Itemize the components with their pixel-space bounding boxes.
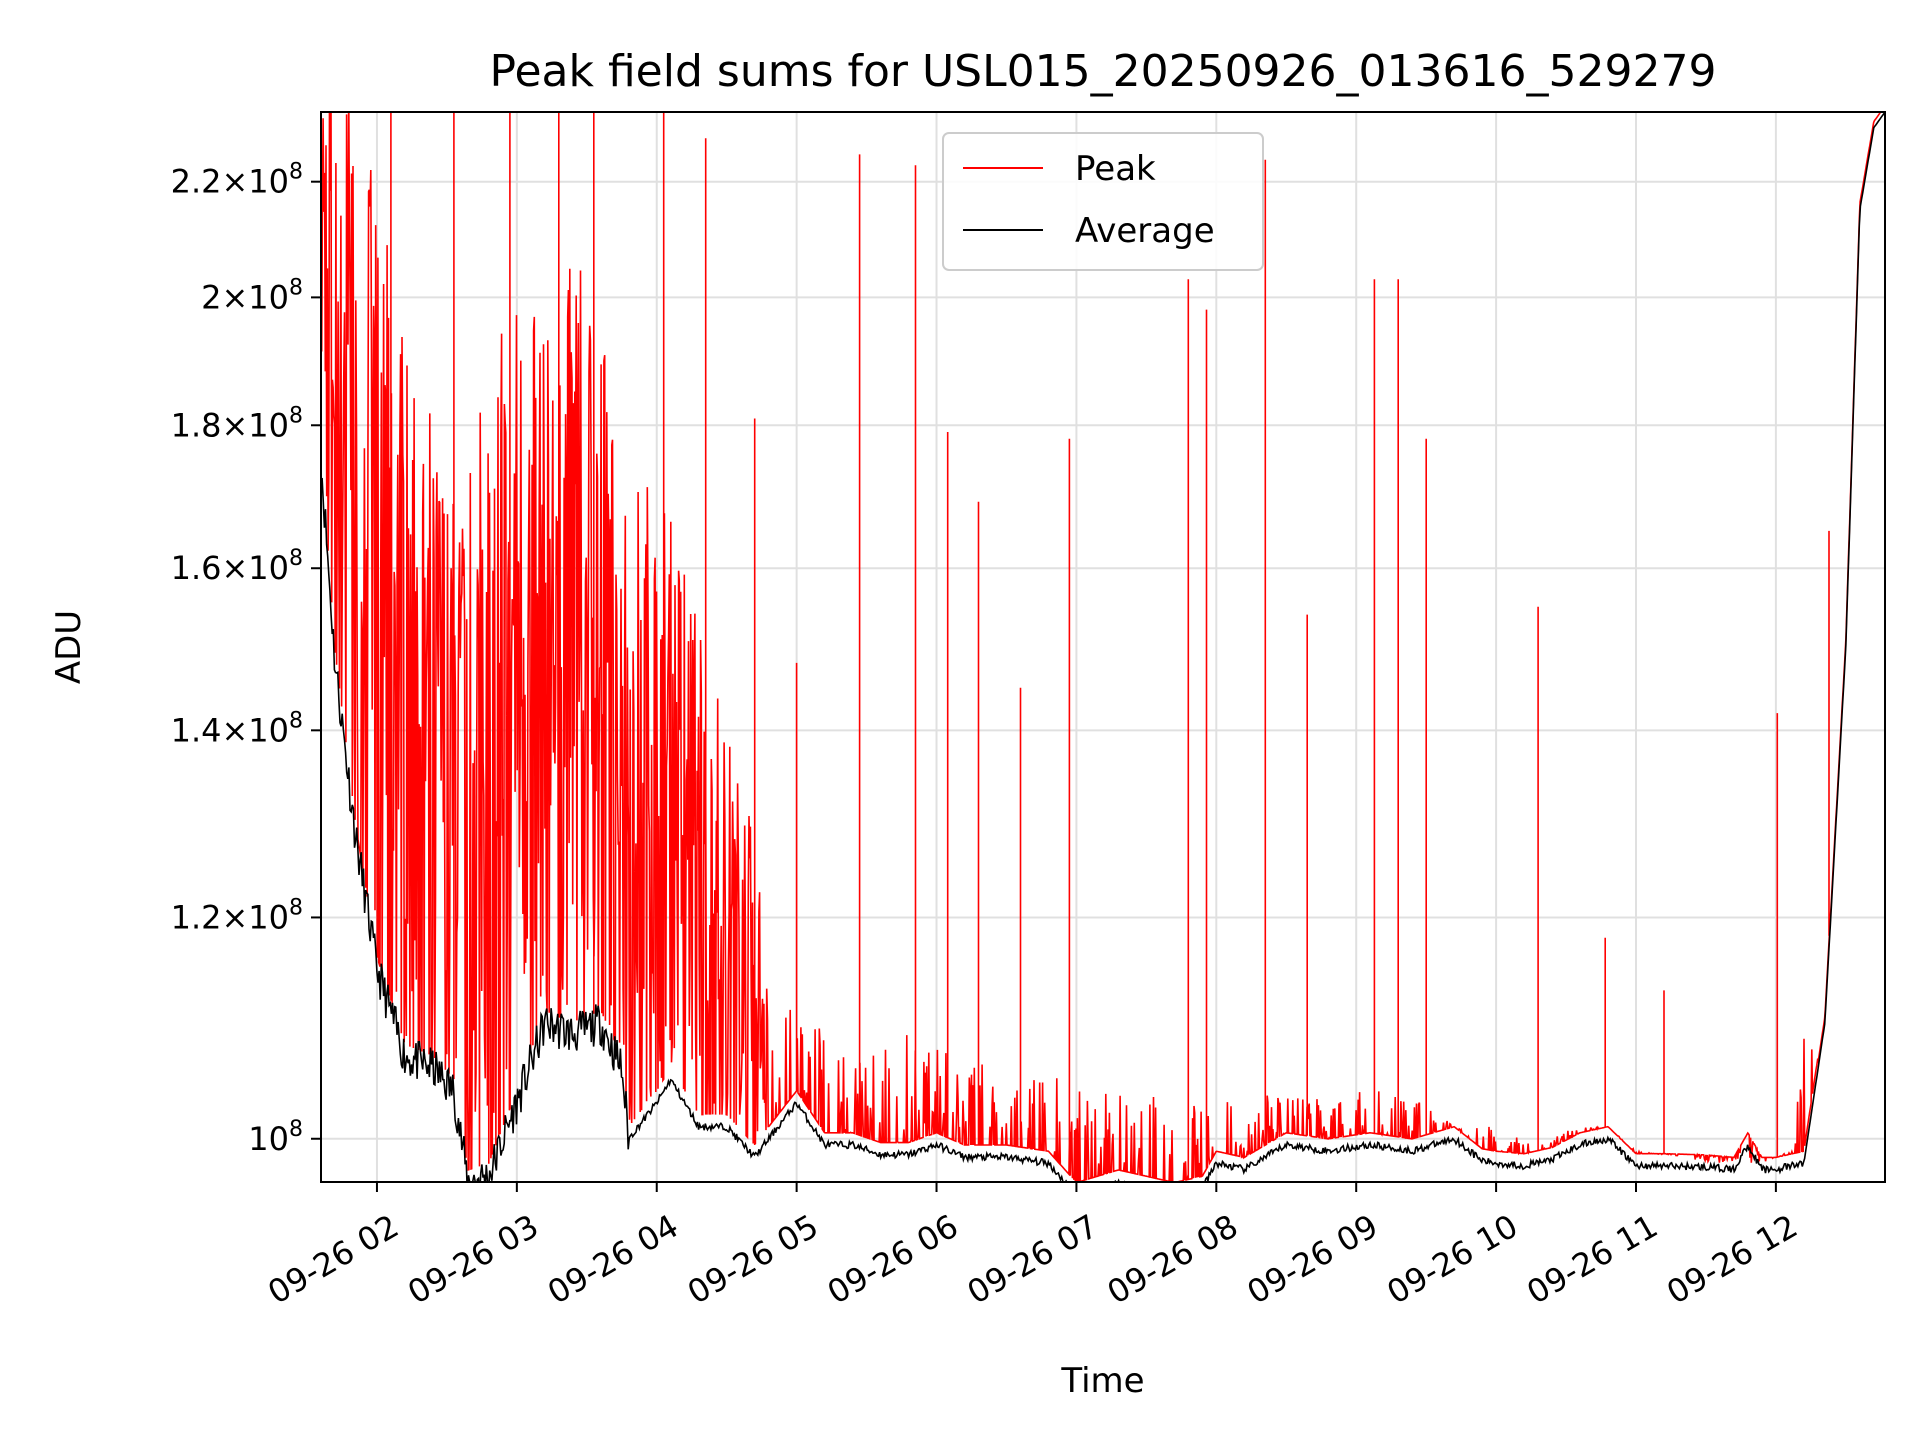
series-line-average	[321, 112, 1885, 1182]
legend: Peak Average	[942, 132, 1264, 271]
series-line-peak	[321, 112, 1882, 1182]
x-axis-label: Time	[1060, 1361, 1144, 1401]
legend-label-average: Average	[1075, 211, 1215, 251]
y-tick-label: 1.8×108	[171, 403, 303, 444]
y-tick-label: 1.4×108	[171, 708, 303, 749]
y-tick-label: 108	[248, 1117, 303, 1158]
chart-title: Peak field sums for USL015_20250926_0136…	[490, 46, 1717, 97]
plot-lines	[321, 112, 1885, 1182]
y-tick-label: 1.6×108	[171, 546, 303, 587]
y-tick-label: 1.2×108	[171, 895, 303, 936]
y-tick-label: 2.2×108	[171, 160, 303, 201]
plot-frame	[320, 111, 1886, 1183]
y-tick-label: 2×108	[201, 275, 303, 316]
legend-label-peak: Peak	[1075, 149, 1156, 189]
y-axis-label: ADU	[49, 610, 89, 684]
y-axis: 108 1.2×108 1.4×108 1.6×108 1.8×108 2×108 2.2×…	[171, 160, 321, 1158]
